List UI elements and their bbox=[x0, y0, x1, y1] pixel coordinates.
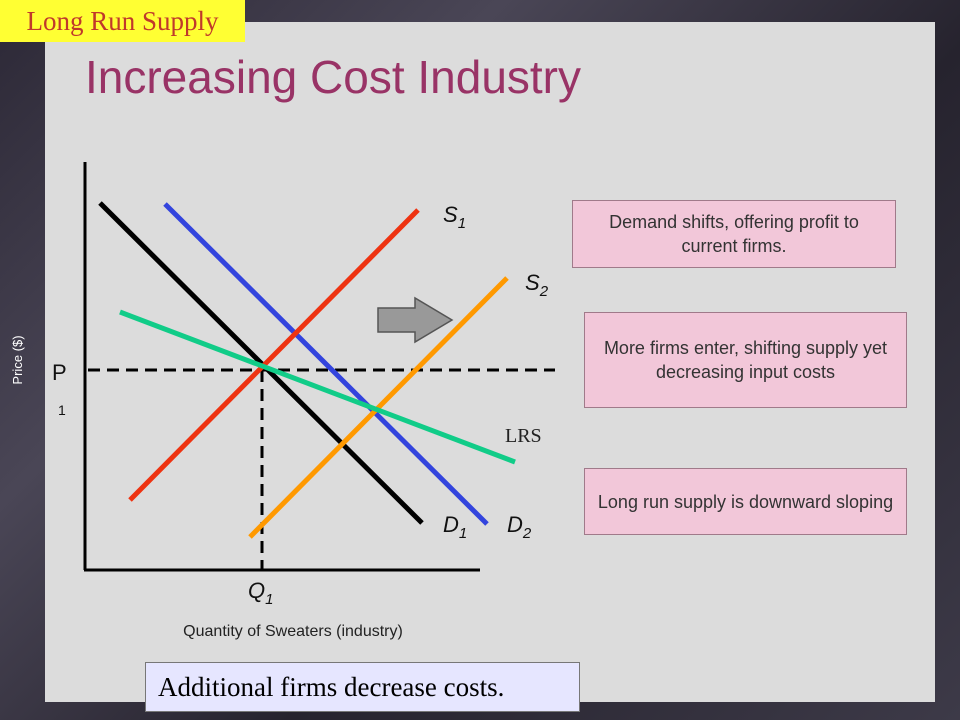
q1-label: Q1 bbox=[248, 578, 273, 608]
note: Demand shifts, offering profit to curren… bbox=[572, 200, 896, 268]
label-sub: 1 bbox=[265, 591, 273, 608]
shift-arrow bbox=[377, 296, 454, 344]
d2-label: D2 bbox=[507, 512, 532, 542]
note: Long run supply is downward sloping bbox=[584, 468, 907, 535]
d1-label: D1 bbox=[443, 512, 467, 542]
y-axis-label: Price ($) bbox=[10, 335, 25, 384]
label-main: D bbox=[507, 512, 523, 537]
lrs-label: LRS bbox=[505, 425, 542, 447]
s1-label: S1 bbox=[443, 202, 466, 232]
label-main: S bbox=[525, 270, 540, 295]
s2-label: S2 bbox=[525, 270, 549, 300]
footer-note: Additional firms decrease costs. bbox=[145, 662, 580, 712]
p1-sub: 1 bbox=[58, 402, 66, 418]
label-sub: 1 bbox=[458, 215, 466, 232]
x-axis-label: Quantity of Sweaters (industry) bbox=[183, 623, 403, 640]
long-run-supply bbox=[119, 309, 516, 465]
slide-title: Increasing Cost Industry bbox=[85, 51, 582, 103]
label-sub: 1 bbox=[459, 525, 467, 542]
label-sub: 2 bbox=[522, 525, 532, 542]
note: More firms enter, shifting supply yet de… bbox=[584, 312, 907, 408]
supply-1 bbox=[128, 208, 420, 502]
p1-label: P bbox=[52, 360, 67, 385]
section-tag: Long Run Supply bbox=[0, 0, 245, 42]
demand-2 bbox=[163, 202, 489, 526]
label-main: S bbox=[443, 202, 458, 227]
label-sub: 2 bbox=[539, 283, 549, 300]
label-main: D bbox=[443, 512, 459, 537]
label-main: Q bbox=[248, 578, 265, 603]
